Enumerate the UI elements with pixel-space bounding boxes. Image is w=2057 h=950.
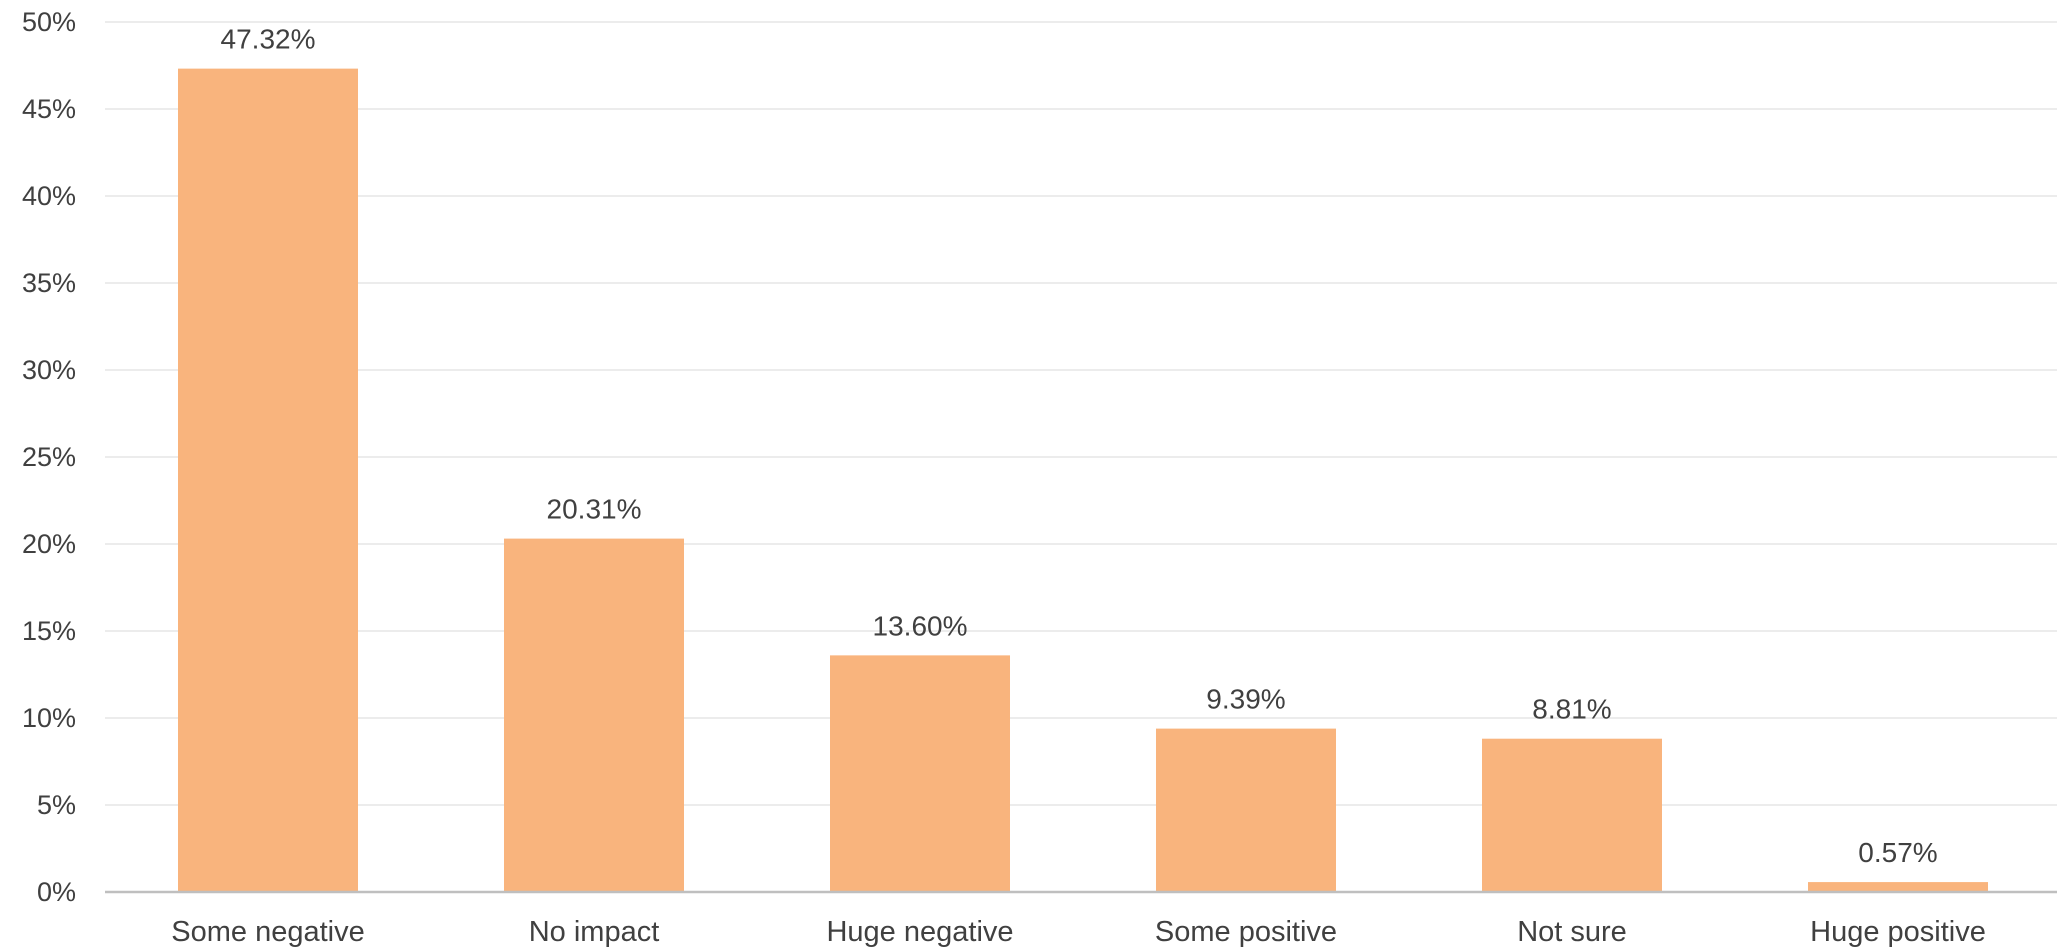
y-axis-tick-labels: 0% 5% 10% 15% 20% 25% 30% 35% 40% 45% 50% [22,7,76,907]
x-category-label: No impact [529,916,660,948]
x-category-label: Huge negative [826,916,1013,948]
x-category-label: Huge positive [1810,916,1986,948]
y-tick-label: 0% [37,877,76,907]
bar-some-positive [1156,728,1336,892]
y-tick-label: 5% [37,790,76,820]
data-label: 20.31% [547,494,642,525]
bar-some-negative [178,68,358,892]
y-tick-label: 20% [22,529,76,559]
data-label: 0.57% [1858,837,1937,868]
y-tick-label: 15% [22,616,76,646]
y-tick-label: 35% [22,268,76,298]
data-label: 13.60% [873,610,968,641]
gridlines [105,21,2057,806]
data-labels: 47.32% 20.31% 13.60% 9.39% 8.81% 0.57% [221,24,1938,868]
bar-huge-negative [830,655,1010,892]
x-axis-category-labels: Some negative No impact Huge negative Some … [171,916,1986,948]
y-tick-label: 45% [22,94,76,124]
data-label: 9.39% [1206,684,1285,715]
bar-huge-positive [1808,882,1988,892]
y-tick-label: 25% [22,442,76,472]
bars [178,68,1988,892]
y-tick-label: 50% [22,7,76,37]
data-label: 47.32% [221,24,316,55]
x-category-label: Not sure [1517,916,1627,948]
x-category-label: Some negative [171,916,364,948]
x-category-label: Some positive [1155,916,1337,948]
data-label: 8.81% [1532,694,1611,725]
bar-not-sure [1482,738,1662,892]
y-tick-label: 40% [22,181,76,211]
bar-no-impact [504,538,684,892]
y-tick-label: 10% [22,703,76,733]
y-tick-label: 30% [22,355,76,385]
